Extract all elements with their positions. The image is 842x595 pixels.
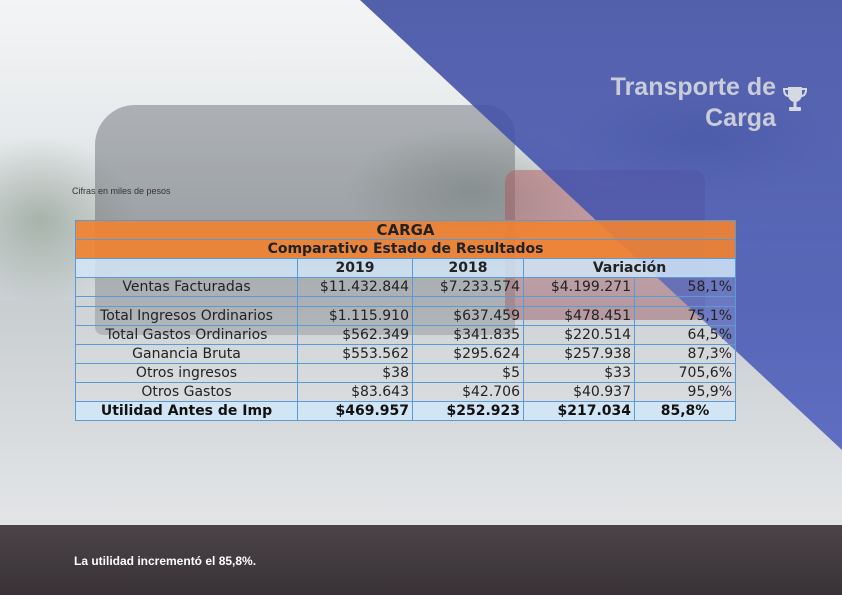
- table-title: CARGA: [74, 220, 737, 240]
- row-var-pct: 75,1%: [633, 306, 737, 326]
- row-var-abs: $478.451: [523, 306, 635, 326]
- row-2019: $83.643: [297, 382, 413, 402]
- header-2018: 2018: [412, 258, 524, 278]
- table-row: Otros ingresos $38 $5 $33 705,6%: [75, 363, 737, 383]
- row-var-pct: 64,5%: [633, 325, 737, 345]
- trophy-icon: [782, 87, 808, 111]
- row-label: Otros Gastos: [75, 382, 298, 402]
- footer-bar: [0, 525, 842, 595]
- row-2019: $1.115.910: [297, 306, 413, 326]
- row-2019: $553.562: [297, 344, 413, 364]
- row-var-abs: $33: [523, 363, 635, 383]
- spacer-row: [75, 296, 737, 307]
- row-2019: $11.432.844: [297, 277, 413, 297]
- income-statement-table: CARGA Comparativo Estado de Resultados 2…: [74, 220, 737, 421]
- header-empty: [75, 258, 298, 278]
- row-label: Total Ingresos Ordinarios: [75, 306, 298, 326]
- table-row: Total Gastos Ordinarios $562.349 $341.83…: [75, 325, 737, 345]
- row-var-abs: $40.937: [523, 382, 635, 402]
- row-label: Otros ingresos: [75, 363, 298, 383]
- footer-note: La utilidad incrementó el 85,8%.: [74, 554, 257, 568]
- title-line-1: Transporte de: [610, 73, 776, 101]
- row-2018: $5: [412, 363, 524, 383]
- row-2019: $38: [297, 363, 413, 383]
- total-label: Utilidad Antes de Imp: [75, 401, 298, 421]
- row-var-pct: 58,1%: [633, 277, 737, 297]
- total-var-pct: 85,8%: [633, 401, 737, 421]
- row-var-pct: 705,6%: [633, 363, 737, 383]
- table-row: Ganancia Bruta $553.562 $295.624 $257.93…: [75, 344, 737, 364]
- row-label: Ganancia Bruta: [75, 344, 298, 364]
- row-2018: $637.459: [412, 306, 524, 326]
- table-row: Total Ingresos Ordinarios $1.115.910 $63…: [75, 306, 737, 326]
- table-row: Ventas Facturadas $11.432.844 $7.233.574…: [75, 277, 737, 297]
- row-var-pct: 87,3%: [633, 344, 737, 364]
- row-label: Total Gastos Ordinarios: [75, 325, 298, 345]
- total-2019: $469.957: [297, 401, 413, 421]
- row-var-abs: $4.199.271: [523, 277, 635, 297]
- row-2018: $295.624: [412, 344, 524, 364]
- row-2018: $42.706: [412, 382, 524, 402]
- header-2019: 2019: [297, 258, 413, 278]
- row-2018: $7.233.574: [412, 277, 524, 297]
- total-2018: $252.923: [412, 401, 524, 421]
- row-label: Ventas Facturadas: [75, 277, 298, 297]
- row-var-abs: $220.514: [523, 325, 635, 345]
- row-var-pct: 95,9%: [633, 382, 737, 402]
- row-var-abs: $257.938: [523, 344, 635, 364]
- units-note: Cifras en miles de pesos: [72, 186, 171, 196]
- table-row: Otros Gastos $83.643 $42.706 $40.937 95,…: [75, 382, 737, 402]
- table-subtitle: Comparativo Estado de Resultados: [74, 239, 737, 259]
- row-2018: $341.835: [412, 325, 524, 345]
- total-row: Utilidad Antes de Imp $469.957 $252.923 …: [75, 401, 737, 421]
- title-line-2: Carga: [705, 104, 776, 132]
- header-variacion: Variación: [522, 258, 737, 278]
- total-var-abs: $217.034: [523, 401, 635, 421]
- row-2019: $562.349: [297, 325, 413, 345]
- page-title: Transporte de Carga: [611, 72, 776, 134]
